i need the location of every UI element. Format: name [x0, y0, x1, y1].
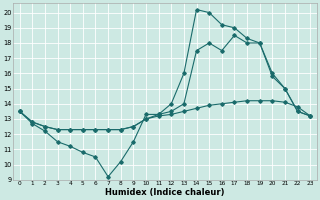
X-axis label: Humidex (Indice chaleur): Humidex (Indice chaleur)	[105, 188, 225, 197]
